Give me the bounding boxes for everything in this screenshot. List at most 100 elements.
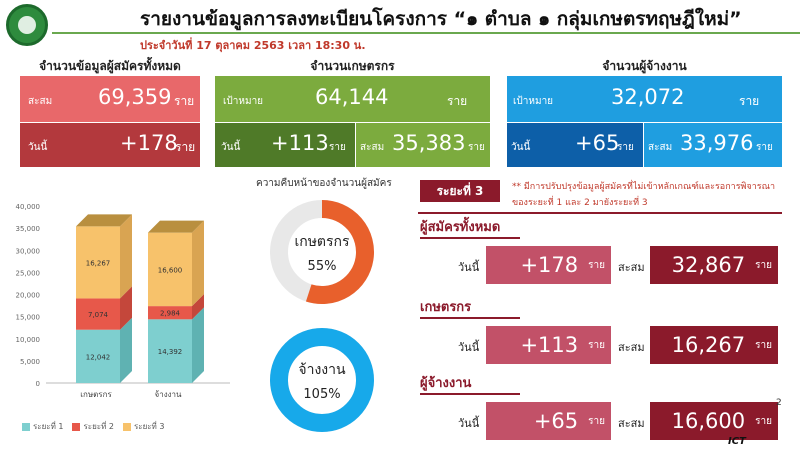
donut-percent: 105% [303,387,340,402]
applicants-heading: จำนวนข้อมูลผู้สมัครทั้งหมด [39,59,181,73]
legend-label-3: ระยะที่ 3 [133,422,165,431]
employees-today-label: วันนี้ [511,142,531,153]
bar-value-label: 16,267 [86,259,111,267]
phase3-section-underline [420,393,520,395]
ict-logo: ICT [728,436,746,447]
bar-value-label: 7,074 [88,311,109,319]
bar-value-label: 14,392 [158,348,183,356]
page-number: 2 [776,398,782,408]
bar-segment-side [192,307,204,383]
page-title: รายงานข้อมูลการลงทะเบียนโครงการ “๑ ตำบล … [140,8,742,30]
stacked-bar-chart: 0 5,000 10,000 15,000 20,000 25,000 30,000 35,0… [16,203,230,399]
employees-cum-unit: ราย [756,142,773,153]
phase3-divider [418,212,782,214]
employees-today-unit: ราย [617,142,634,153]
legend-swatch-3 [122,422,131,431]
applicants-today-label: วันนี้ [28,142,48,153]
bar-segment-side [120,317,132,383]
bar-segment [76,298,120,330]
title-divider [52,32,800,34]
phase3-today-label: วันนี้ [458,417,480,430]
bar-segment-side [192,294,204,320]
y-tick-label: 30,000 [16,247,41,255]
phase3-today-value: +113 [520,333,579,357]
phase3-today-label: วันนี้ [458,341,480,354]
employees-target-value: 32,072 [611,85,685,109]
phase3-section-title: ผู้สมัครทั้งหมด [420,220,501,235]
y-tick-label: 25,000 [16,269,41,277]
applicants-today-value: +178 [120,131,178,155]
phase3-today-value: +178 [520,253,579,277]
phase3-today-unit: ราย [588,415,605,427]
bar-value-label: 2,984 [160,310,181,318]
x-category-label: จ้างงาน [155,390,182,399]
phase3-cum-value: 16,267 [671,333,746,357]
employees-heading: จำนวนผู้จ้างงาน [602,59,687,73]
farmers-target-box: เป้าหมาย 64,144 ราย [215,76,490,122]
donut-label: จ้างงาน [298,362,346,378]
y-tick-label: 35,000 [16,225,41,233]
phase3-cum-label: สะสม [618,417,645,430]
applicants-total-box: สะสม 69,359 ราย [20,76,200,122]
phase3-cum-unit: ราย [755,259,772,271]
employees-target-unit: ราย [739,94,760,108]
farmers-cum-value: 35,383 [392,131,466,155]
legend-swatch-1 [22,422,30,431]
legend-label-2: ระยะที่ 2 [83,422,114,431]
phase3-cum-value: 32,867 [671,253,746,277]
phase3-today-unit: ราย [588,259,605,271]
donut-label: เกษตรกร [294,234,350,250]
phase3-today-label: วันนี้ [458,261,480,274]
report-date: ประจำวันที่ 17 ตุลาคม 2563 เวลา 18:30 น. [140,39,366,52]
y-tick-label: 15,000 [16,314,41,322]
employees-cum-label: สะสม [648,142,673,153]
employees-today-value: +65 [575,131,620,155]
farmers-today-box: วันนี้ +113 ราย [215,123,355,167]
bar-value-label: 16,600 [158,266,183,274]
phase3-today-box: +113 ราย [486,326,611,364]
phase3-note: ** มีการปรับปรุงข้อมูลผู้สมัครที่ไม่เข้า… [512,179,782,211]
farmers-cum-box: สะสม 35,383 ราย [356,123,490,167]
bar-legend: ระยะที่ 1 ระยะที่ 2 ระยะที่ 3 [22,420,164,433]
bar-segment [148,319,192,383]
phase3-section-title: ผู้จ้างงาน [420,376,472,391]
donut-fill [270,328,374,432]
y-tick-label: 20,000 [16,292,41,300]
phase3-note-line1: ** มีการปรับปรุงข้อมูลผู้สมัครที่ไม่เข้า… [512,182,776,192]
legend-label-1: ระยะที่ 1 [33,422,64,431]
employees-today-box: วันนี้ +65 ราย [507,123,643,167]
employees-cum-value: 33,976 [680,131,754,155]
farmers-cum-label: สะสม [360,142,385,153]
x-category-label: เกษตรกร [80,390,112,399]
farmers-today-unit: ราย [329,142,346,153]
y-tick-label: 5,000 [20,358,40,366]
phase3-section-underline [420,317,520,319]
phase3-cum-unit: ราย [755,339,772,351]
farmers-target-label: เป้าหมาย [223,96,264,107]
applicants-total-unit: ราย [174,94,195,108]
y-tick-label: 40,000 [16,203,41,211]
legend-swatch-2 [72,422,81,431]
phase3-cum-box: 16,267 ราย [650,326,778,364]
phase3-note-line2: ของระยะที่ 1 และ 2 มายังระยะที่ 3 [512,198,648,208]
phase3-section-underline [420,237,520,239]
phase3-cum-label: สะสม [618,341,645,354]
bar-segment [148,306,192,320]
bar-value-label: 12,042 [86,353,111,361]
phase3-today-value: +65 [533,409,579,433]
applicants-today-unit: ราย [175,140,196,154]
donut-title: ความคืบหน้าของจำนวนผู้สมัคร [256,178,392,189]
bar-segment-side [120,214,132,299]
farmers-heading: จำนวนเกษตรกร [310,59,395,73]
bar-segment [76,329,120,383]
phase3-cum-box: 32,867 ราย [650,246,778,284]
progress-donuts: เกษตรกร 55% จ้างงาน 105% [270,200,374,432]
y-tick-label: 0 [36,380,40,388]
phase3-today-unit: ราย [588,339,605,351]
employees-target-label: เป้าหมาย [513,96,554,107]
donut-percent: 55% [308,259,337,274]
phase3-today-box: +65 ราย [486,402,611,440]
phase3-cum-unit: ราย [755,415,772,427]
phase3-today-box: +178 ราย [486,246,611,284]
applicants-total-value: 69,359 [98,85,172,109]
